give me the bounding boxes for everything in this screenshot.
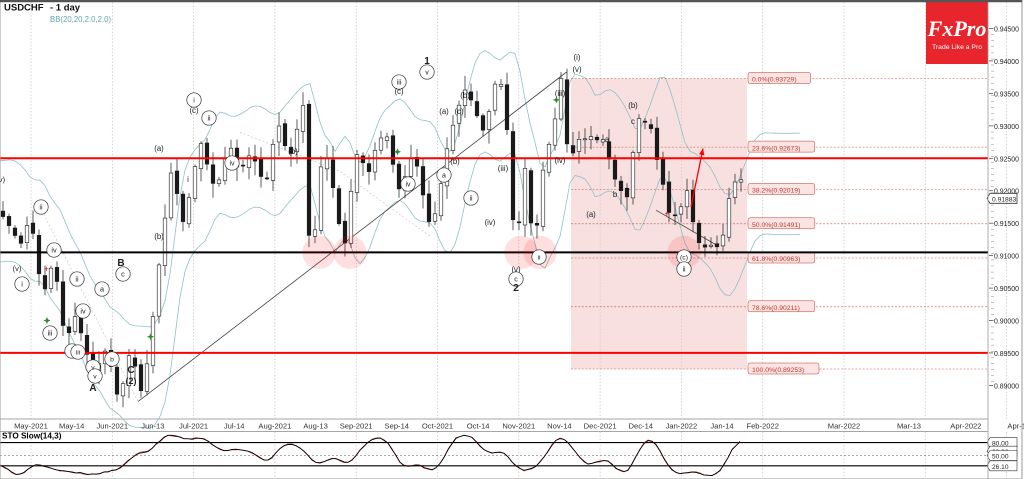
svg-text:Mar-2022: Mar-2022 [828, 422, 861, 431]
svg-text:Aug-13: Aug-13 [303, 422, 328, 431]
svg-text:c: c [631, 117, 635, 126]
svg-text:b: b [110, 357, 114, 364]
svg-text:Jun-13: Jun-13 [141, 422, 164, 431]
svg-text:61.8%(0.90963): 61.8%(0.90963) [752, 256, 800, 263]
svg-text:(a): (a) [439, 107, 449, 116]
svg-text:Oct-14: Oct-14 [467, 422, 490, 431]
svg-text:(iii): (iii) [498, 164, 509, 173]
svg-text:0.89000: 0.89000 [994, 383, 1019, 390]
svg-text:May-2021: May-2021 [14, 422, 48, 431]
svg-text:38.2%(0.92019): 38.2%(0.92019) [752, 188, 800, 195]
svg-text:(v): (v) [572, 65, 581, 74]
svg-text:a: a [442, 173, 446, 180]
svg-text:0.92500: 0.92500 [994, 156, 1019, 163]
svg-text:iv: iv [51, 246, 57, 255]
svg-text:USDCHF: USDCHF [4, 3, 44, 14]
svg-text:- 1 day: - 1 day [50, 3, 81, 14]
svg-text:(c): (c) [394, 87, 403, 96]
svg-text:0.93500: 0.93500 [994, 91, 1019, 98]
svg-text:Jan-14: Jan-14 [710, 422, 733, 431]
svg-text:+: + [44, 265, 49, 274]
svg-text:Trade Like a Pro: Trade Like a Pro [932, 44, 982, 51]
svg-text:(2): (2) [126, 376, 137, 386]
svg-text:iv: iv [80, 307, 86, 316]
svg-text:v: v [93, 374, 97, 381]
svg-text:0.91883: 0.91883 [992, 196, 1016, 203]
svg-text:iii: iii [397, 80, 402, 87]
svg-text:Sep-14: Sep-14 [385, 422, 410, 431]
svg-text:Jan-2022: Jan-2022 [666, 422, 698, 431]
svg-text:(iii): (iii) [555, 89, 566, 98]
svg-text:0.94500: 0.94500 [994, 27, 1019, 34]
svg-text:Aug-2021: Aug-2021 [258, 422, 291, 431]
svg-text:0.91000: 0.91000 [994, 254, 1019, 261]
svg-text:0.94000: 0.94000 [994, 59, 1019, 66]
svg-text:A: A [89, 383, 96, 394]
svg-text:Nov-2021: Nov-2021 [502, 422, 535, 431]
svg-text:0.93000: 0.93000 [994, 124, 1019, 131]
svg-text:iii: iii [48, 329, 53, 338]
svg-text:iii: iii [76, 350, 80, 357]
svg-text:iv: iv [405, 182, 411, 189]
svg-text:ii: ii [469, 196, 473, 203]
svg-text:26.10: 26.10 [992, 464, 1009, 471]
svg-text:ii: ii [39, 203, 43, 212]
svg-text:0.90500: 0.90500 [994, 286, 1019, 293]
svg-text:+: + [665, 209, 670, 218]
svg-text:23.6%(0.92673): 23.6%(0.92673) [752, 145, 800, 152]
svg-text:(a): (a) [586, 210, 596, 219]
svg-text:b: b [613, 190, 618, 199]
svg-text:100.0%(0.89253): 100.0%(0.89253) [752, 367, 804, 374]
svg-text:(c): (c) [680, 255, 688, 262]
svg-text:ii: ii [75, 275, 79, 284]
svg-text:v: v [425, 70, 429, 77]
svg-text:Nov-14: Nov-14 [547, 422, 571, 431]
svg-text:Sep-2021: Sep-2021 [340, 422, 373, 431]
svg-text:(b): (b) [450, 157, 460, 166]
svg-text:50.0%(0.91491): 50.0%(0.91491) [752, 222, 800, 229]
svg-text:c: c [121, 270, 125, 279]
svg-text:(b): (b) [460, 91, 470, 100]
svg-text:Mar-13: Mar-13 [897, 422, 921, 431]
svg-text:(i): (i) [574, 53, 581, 62]
svg-text:0.91500: 0.91500 [994, 221, 1019, 228]
svg-text:Jul-2021: Jul-2021 [179, 422, 208, 431]
svg-text:ii: ii [207, 116, 211, 123]
svg-text:(v): (v) [13, 264, 22, 273]
svg-text:STO Slow(14,3): STO Slow(14,3) [2, 432, 62, 441]
svg-text:78.6%(0.90211): 78.6%(0.90211) [752, 305, 800, 312]
svg-text:(iv): (iv) [555, 156, 566, 165]
svg-text:iv: iv [229, 161, 235, 168]
svg-text:May-14: May-14 [59, 422, 84, 431]
svg-text:Oct-2021: Oct-2021 [422, 422, 453, 431]
svg-text:BB(20,20,2.0,2.0): BB(20,20,2.0,2.0) [50, 15, 112, 24]
svg-text:a: a [605, 135, 610, 144]
svg-text:Jun-2021: Jun-2021 [96, 422, 128, 431]
svg-text:v): v) [0, 175, 6, 184]
svg-text:Apr-2022: Apr-2022 [950, 422, 981, 431]
svg-text:FxPro: FxPro [927, 16, 987, 41]
svg-text:ii: ii [537, 255, 541, 262]
svg-text:Feb-2022: Feb-2022 [746, 422, 779, 431]
svg-text:50.00: 50.00 [992, 454, 1009, 461]
svg-text:i: i [427, 203, 429, 212]
svg-text:Dec-2021: Dec-2021 [584, 422, 617, 431]
svg-text:(iv): (iv) [485, 218, 496, 227]
svg-text:i: i [187, 175, 189, 184]
svg-text:0.89500: 0.89500 [994, 351, 1019, 358]
svg-text:(a): (a) [154, 144, 164, 153]
svg-text:0.0%(0.93729): 0.0%(0.93729) [752, 77, 797, 84]
svg-text:(b): (b) [628, 101, 638, 110]
svg-text:2: 2 [513, 283, 519, 294]
svg-text:Jul-14: Jul-14 [224, 422, 245, 431]
svg-text:0.90000: 0.90000 [994, 319, 1019, 326]
svg-text:(c): (c) [454, 107, 463, 116]
svg-text:(b): (b) [288, 147, 298, 156]
svg-text:(b): (b) [154, 232, 164, 241]
svg-text:ii: ii [682, 267, 686, 274]
svg-text:Dec-14: Dec-14 [629, 422, 653, 431]
svg-text:C: C [127, 365, 134, 376]
